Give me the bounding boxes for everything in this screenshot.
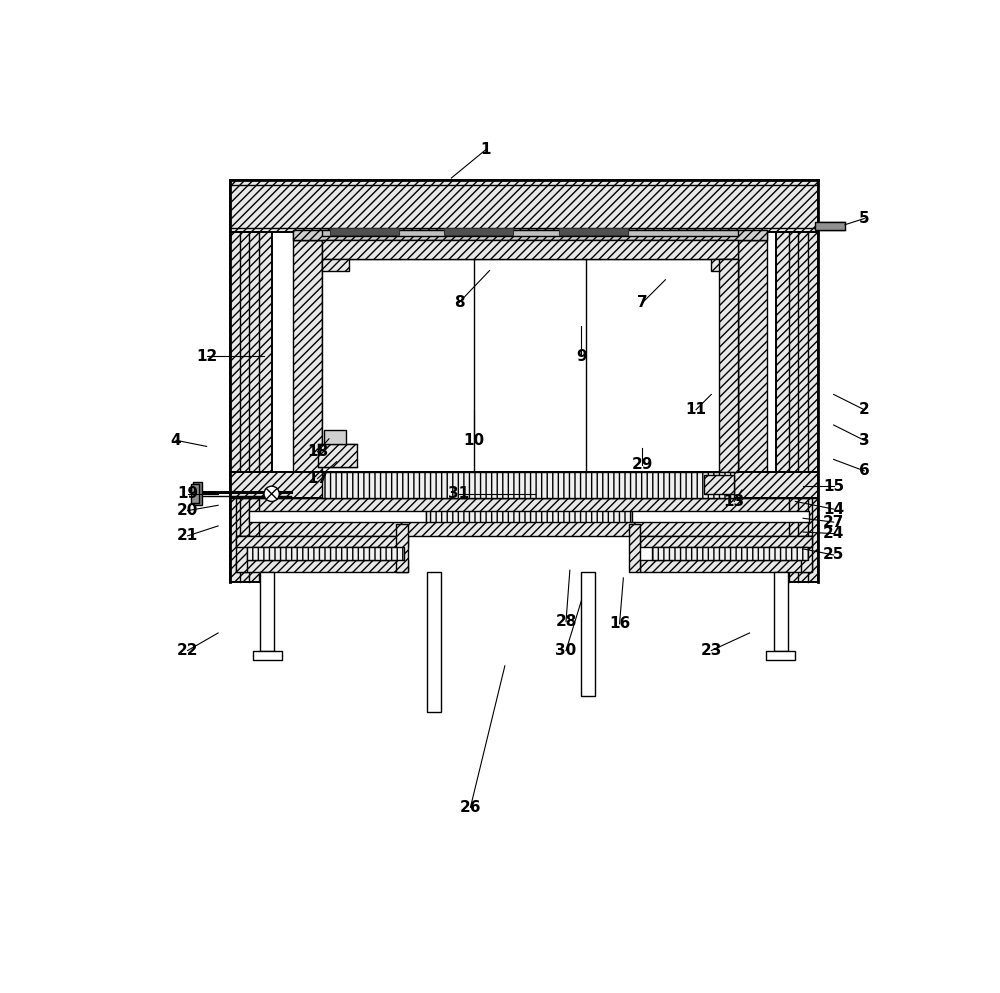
Text: 1: 1 [480,142,491,157]
Bar [640,536,812,547]
Bar [191,484,199,503]
Text: 19: 19 [177,487,198,501]
Text: 23: 23 [701,643,722,658]
Bar [801,536,812,572]
Bar [774,572,788,650]
Text: 20: 20 [177,503,198,518]
Bar [293,240,322,473]
Bar [704,475,734,494]
Text: 14: 14 [823,501,844,516]
Bar [236,560,408,572]
Text: 31: 31 [448,487,470,501]
Text: 5: 5 [859,212,870,226]
Bar [247,547,404,560]
Bar [444,227,513,235]
Bar [738,240,767,473]
Bar [236,536,247,572]
Bar [815,222,845,230]
Bar [776,232,818,582]
Bar [322,240,738,259]
Bar [766,650,795,659]
Bar [230,473,818,497]
Text: 12: 12 [196,349,217,363]
Bar [322,473,734,497]
Text: 3: 3 [859,433,870,448]
Text: 10: 10 [464,433,485,448]
Bar [236,536,408,547]
Bar [236,497,812,536]
Bar [559,227,628,235]
Bar [427,572,441,712]
Bar [426,511,632,522]
Text: 2: 2 [859,402,870,417]
Bar [230,181,818,232]
Text: 4: 4 [171,433,181,448]
Text: 28: 28 [555,614,577,629]
Bar [253,650,282,659]
Bar [396,524,408,572]
Bar [652,547,808,560]
Bar [719,259,738,473]
Text: 26: 26 [460,799,481,815]
Bar [293,230,767,240]
Bar [293,230,767,240]
Text: 6: 6 [859,464,870,479]
Bar [330,227,399,235]
Bar [249,511,426,522]
Text: 27: 27 [823,514,844,529]
Bar [632,511,809,522]
Text: 7: 7 [637,295,648,310]
Bar [322,259,738,473]
Bar [230,232,272,582]
Bar [322,259,349,270]
Bar [324,430,346,444]
Text: 15: 15 [823,479,844,494]
Text: 13: 13 [724,494,745,509]
Text: 21: 21 [177,528,198,543]
Bar [322,230,738,236]
Text: 9: 9 [576,349,587,363]
Bar [193,483,202,505]
Text: 25: 25 [823,547,844,562]
Text: 29: 29 [632,457,653,473]
Bar [629,524,640,572]
Circle shape [264,487,279,501]
Text: 24: 24 [823,526,844,541]
Text: 11: 11 [686,402,707,417]
Bar [318,444,357,467]
Bar [711,259,738,270]
Bar [581,572,595,696]
Text: 18: 18 [307,444,328,460]
Text: 8: 8 [454,295,464,310]
Bar [640,560,812,572]
Text: 22: 22 [177,643,198,658]
Text: 30: 30 [555,643,577,658]
Text: 16: 16 [609,617,630,632]
Text: 17: 17 [307,471,328,486]
Bar [260,572,274,650]
